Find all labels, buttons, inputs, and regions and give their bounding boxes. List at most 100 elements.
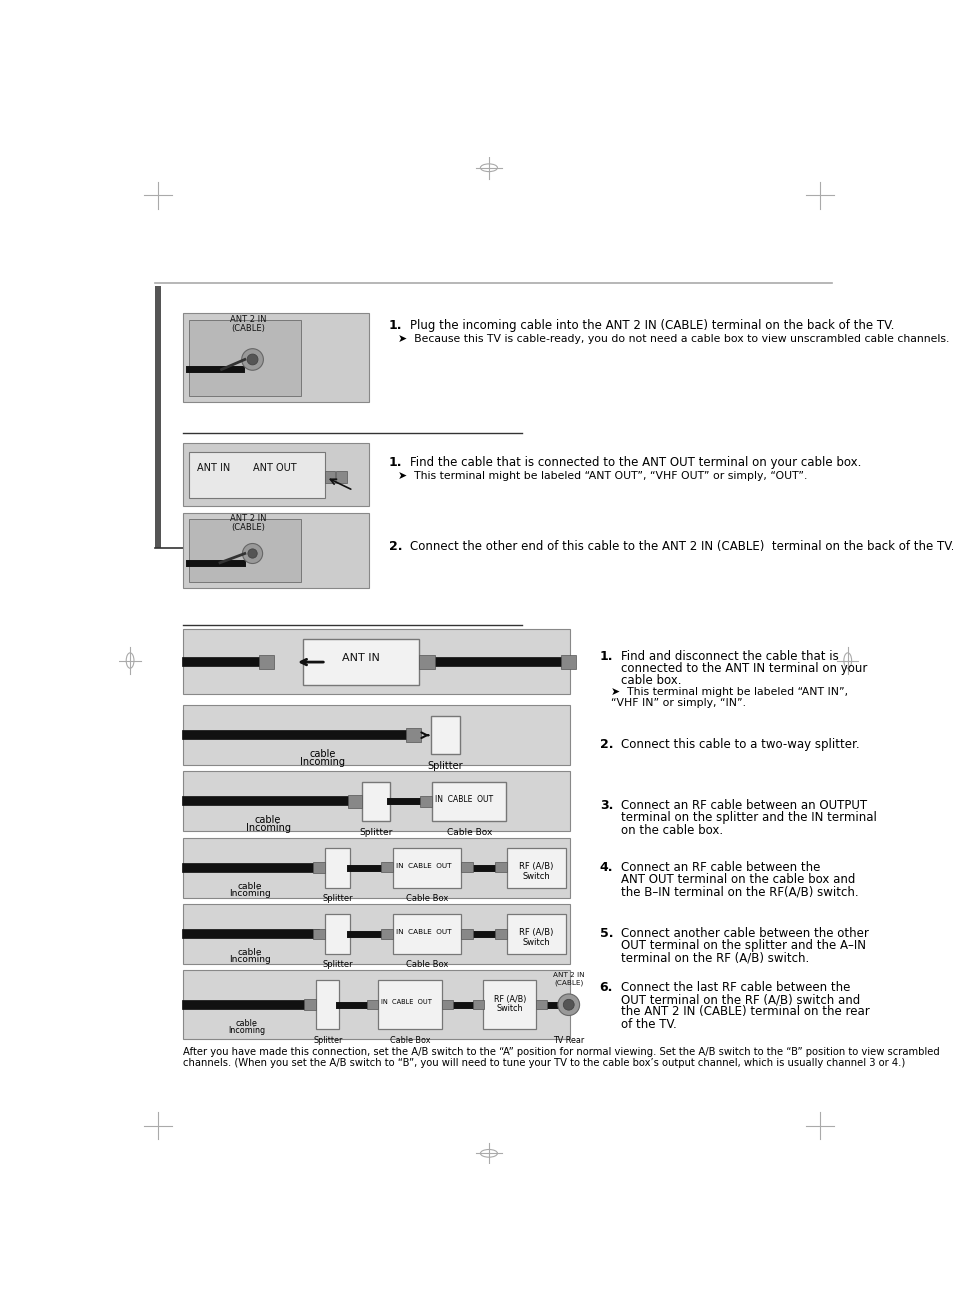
Text: 6.: 6. bbox=[599, 981, 613, 994]
Bar bbox=[483, 980, 536, 1029]
Bar bbox=[381, 862, 393, 872]
Bar bbox=[506, 914, 565, 954]
Bar bbox=[472, 1001, 483, 1010]
Text: (CABLE): (CABLE) bbox=[232, 523, 265, 532]
Text: OUT terminal on the RF (A/B) switch and: OUT terminal on the RF (A/B) switch and bbox=[620, 993, 860, 1006]
Bar bbox=[325, 848, 350, 888]
Text: Splitter: Splitter bbox=[322, 893, 353, 903]
Bar bbox=[183, 442, 369, 506]
Text: terminal on the RF (A/B) switch.: terminal on the RF (A/B) switch. bbox=[620, 952, 809, 964]
Text: Incoming: Incoming bbox=[299, 757, 344, 766]
Bar bbox=[393, 848, 460, 888]
Text: IN  CABLE  OUT: IN CABLE OUT bbox=[381, 998, 432, 1005]
Bar bbox=[303, 640, 418, 685]
Bar bbox=[460, 929, 472, 939]
Bar bbox=[183, 971, 570, 1040]
Text: Find and disconnect the cable that is: Find and disconnect the cable that is bbox=[620, 650, 839, 663]
Circle shape bbox=[241, 349, 263, 370]
Bar bbox=[315, 980, 339, 1029]
Text: connected to the ANT IN terminal on your: connected to the ANT IN terminal on your bbox=[620, 662, 867, 675]
Text: cable: cable bbox=[235, 1019, 257, 1028]
Bar bbox=[189, 451, 324, 498]
Text: Switch: Switch bbox=[497, 1005, 522, 1012]
Text: ➤  Because this TV is cable-ready, you do not need a cable box to view unscrambl: ➤ Because this TV is cable-ready, you do… bbox=[397, 334, 948, 344]
Text: (CABLE): (CABLE) bbox=[554, 980, 583, 986]
Text: Incoming: Incoming bbox=[245, 823, 291, 833]
Bar bbox=[324, 471, 335, 484]
Bar bbox=[560, 655, 576, 668]
Text: terminal on the splitter and the IN terminal: terminal on the splitter and the IN term… bbox=[620, 811, 877, 824]
Bar bbox=[419, 797, 432, 807]
Text: IN  CABLE  OUT: IN CABLE OUT bbox=[395, 930, 451, 935]
Bar bbox=[431, 715, 459, 755]
Circle shape bbox=[242, 544, 262, 564]
Text: cable: cable bbox=[309, 749, 335, 759]
Text: Find the cable that is connected to the ANT OUT terminal on your cable box.: Find the cable that is connected to the … bbox=[410, 455, 861, 468]
Text: IN  CABLE  OUT: IN CABLE OUT bbox=[395, 863, 451, 869]
Text: Plug the incoming cable into the ANT 2 IN (CABLE) terminal on the back of the TV: Plug the incoming cable into the ANT 2 I… bbox=[410, 319, 893, 332]
Bar bbox=[536, 1001, 546, 1010]
Text: ANT IN: ANT IN bbox=[342, 653, 379, 663]
Text: “VHF IN” or simply, “IN”.: “VHF IN” or simply, “IN”. bbox=[610, 698, 745, 708]
Text: the B–IN terminal on the RF(A/B) switch.: the B–IN terminal on the RF(A/B) switch. bbox=[620, 886, 858, 899]
Bar bbox=[432, 782, 505, 820]
Text: Incoming: Incoming bbox=[228, 1027, 265, 1036]
Text: cable: cable bbox=[237, 882, 262, 891]
Bar bbox=[367, 1001, 377, 1010]
Text: ANT 2 IN: ANT 2 IN bbox=[231, 514, 267, 523]
Text: 3.: 3. bbox=[599, 799, 613, 812]
Text: Switch: Switch bbox=[522, 871, 550, 880]
Text: of the TV.: of the TV. bbox=[620, 1018, 677, 1031]
Text: Incoming: Incoming bbox=[229, 955, 271, 964]
Text: Connect an RF cable between the: Connect an RF cable between the bbox=[620, 861, 820, 874]
Text: on the cable box.: on the cable box. bbox=[620, 824, 722, 837]
Text: Splitter: Splitter bbox=[322, 960, 353, 969]
Text: Cable Box: Cable Box bbox=[389, 1036, 430, 1045]
Bar bbox=[189, 519, 301, 582]
Bar bbox=[303, 999, 315, 1010]
Bar bbox=[183, 772, 570, 832]
Bar bbox=[460, 862, 472, 872]
Text: Splitter: Splitter bbox=[427, 761, 463, 772]
Bar bbox=[495, 929, 506, 939]
Text: Connect the last RF cable between the: Connect the last RF cable between the bbox=[620, 981, 850, 994]
Text: Cable Box: Cable Box bbox=[405, 960, 448, 969]
Text: ➤  This terminal might be labeled “ANT IN”,: ➤ This terminal might be labeled “ANT IN… bbox=[610, 687, 847, 697]
Bar bbox=[154, 286, 161, 548]
Text: cable: cable bbox=[254, 815, 281, 825]
Bar bbox=[441, 1001, 452, 1010]
Bar bbox=[183, 837, 570, 897]
Bar bbox=[313, 929, 325, 939]
Bar bbox=[183, 705, 570, 765]
Text: ANT IN: ANT IN bbox=[196, 463, 230, 473]
Bar bbox=[183, 314, 369, 402]
Bar bbox=[406, 729, 421, 742]
Text: OUT terminal on the splitter and the A–IN: OUT terminal on the splitter and the A–I… bbox=[620, 939, 865, 952]
Circle shape bbox=[247, 354, 257, 365]
Bar bbox=[506, 848, 565, 888]
Bar bbox=[183, 629, 570, 695]
Text: IN  CABLE  OUT: IN CABLE OUT bbox=[435, 795, 493, 804]
Bar bbox=[313, 862, 325, 872]
Text: Connect another cable between the other: Connect another cable between the other bbox=[620, 927, 868, 940]
Bar bbox=[189, 320, 301, 395]
Text: RF (A/B): RF (A/B) bbox=[493, 994, 525, 1003]
Text: Connect this cable to a two-way splitter.: Connect this cable to a two-way splitter… bbox=[620, 738, 860, 751]
Text: cable: cable bbox=[237, 948, 262, 956]
Bar bbox=[183, 513, 369, 589]
Text: ANT 2 IN: ANT 2 IN bbox=[553, 972, 584, 977]
Bar bbox=[495, 862, 506, 872]
Text: Switch: Switch bbox=[522, 938, 550, 947]
Text: ANT 2 IN: ANT 2 IN bbox=[231, 315, 267, 324]
Circle shape bbox=[558, 994, 579, 1015]
Circle shape bbox=[562, 999, 574, 1010]
Bar bbox=[393, 914, 460, 954]
Text: Splitter: Splitter bbox=[358, 828, 392, 837]
Bar bbox=[361, 782, 390, 820]
Text: channels. (When you set the A/B switch to “B”, you will need to tune your TV to : channels. (When you set the A/B switch t… bbox=[183, 1058, 904, 1067]
Bar bbox=[258, 655, 274, 668]
Text: 1.: 1. bbox=[389, 319, 402, 332]
Text: cable box.: cable box. bbox=[620, 675, 681, 688]
Text: RF (A/B): RF (A/B) bbox=[518, 862, 553, 871]
Text: 5.: 5. bbox=[599, 927, 613, 940]
